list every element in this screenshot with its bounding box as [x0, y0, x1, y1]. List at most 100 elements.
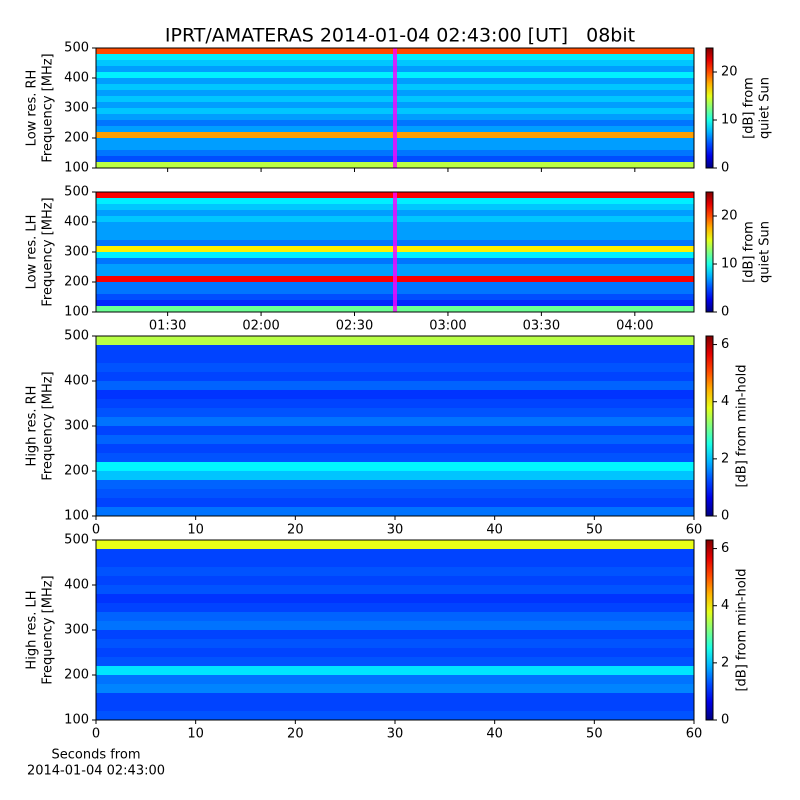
y-tick-label: 400 [64, 578, 89, 593]
y-tick-label: 300 [64, 101, 89, 116]
x-tick-label: 0 [92, 523, 100, 538]
heatmap-cell [96, 567, 694, 576]
heatmap-cell [96, 336, 694, 345]
heatmap-cell [96, 453, 694, 462]
x-tick-label: 01:30 [149, 319, 186, 334]
colorbar-tick-label: 0 [721, 305, 729, 320]
y-tick-label: 500 [64, 329, 89, 344]
x-axis-label: Seconds from [51, 748, 140, 763]
y-tick-label: 500 [64, 185, 89, 200]
heatmap-cell [96, 702, 694, 711]
heatmap-cell [96, 639, 694, 648]
heatmap-cell [96, 489, 694, 498]
heatmap-cell [96, 480, 694, 489]
y-tick-label: 500 [64, 41, 89, 56]
heatmap-cell [96, 435, 694, 444]
x-tick-label: 60 [686, 727, 703, 742]
heatmap-cell [96, 666, 694, 675]
colorbar-tick-label: 10 [721, 257, 738, 272]
y-tick-label: 400 [64, 71, 89, 86]
y-axis-label: Frequency [MHz] [41, 575, 56, 684]
x-tick-label: 03:30 [523, 319, 560, 334]
colorbar-tick-label: 6 [721, 337, 729, 352]
y-tick-label: 300 [64, 245, 89, 260]
y-tick-label: 200 [64, 275, 89, 290]
colorbar-label: [dB] from min-hold [735, 568, 750, 691]
colorbar-tick-label: 4 [721, 598, 729, 613]
heatmap-cell [96, 693, 694, 702]
heatmap-cell [96, 648, 694, 657]
heatmap-cell [96, 549, 694, 558]
x-tick-label: 30 [387, 727, 404, 742]
heatmap-cell [96, 345, 694, 354]
heatmap-cell [96, 621, 694, 630]
colorbar-tick-label: 20 [721, 209, 738, 224]
heatmap-cell [96, 684, 694, 693]
y-tick-label: 100 [64, 713, 89, 728]
y-tick-label: 200 [64, 464, 89, 479]
y-tick-label: 300 [64, 419, 89, 434]
heatmap-cell [96, 426, 694, 435]
x-tick-label: 04:00 [616, 319, 653, 334]
heatmap-cell [96, 594, 694, 603]
colorbar [705, 335, 714, 517]
x-tick-label: 10 [187, 727, 204, 742]
x-tick-label: 40 [486, 523, 503, 538]
y-tick-label: 300 [64, 623, 89, 638]
heatmap-cell [96, 354, 694, 363]
x-tick-label: 60 [686, 523, 703, 538]
x-tick-label: 40 [486, 727, 503, 742]
y-tick-label: 200 [64, 131, 89, 146]
heatmap-cell [96, 585, 694, 594]
heatmap-cell [96, 381, 694, 390]
y-axis-label: High res. LH [25, 590, 40, 669]
heatmap-cell [96, 471, 694, 480]
y-axis-label: High res. RH [25, 386, 40, 467]
x-tick-label: 02:00 [242, 319, 279, 334]
x-axis-label: 2014-01-04 02:43:00 [27, 764, 165, 779]
heatmap-cell [96, 507, 694, 516]
heatmap-cell [96, 372, 694, 381]
colorbar-tick-label: 4 [721, 394, 729, 409]
colorbar-tick-label: 2 [721, 655, 729, 670]
colorbar-tick-label: 6 [721, 541, 729, 556]
heatmap-cell [96, 390, 694, 399]
colorbar-label: quiet Sun [758, 221, 773, 283]
x-tick-label: 0 [92, 727, 100, 742]
y-tick-label: 100 [64, 305, 89, 320]
colorbar [705, 539, 714, 721]
heatmap-cell [96, 540, 694, 549]
x-tick-label: 03:00 [429, 319, 466, 334]
figure-title: IPRT/AMATERAS 2014-01-04 02:43:00 [UT] 0… [165, 25, 635, 47]
colorbar [705, 47, 714, 169]
y-axis-label: Frequency [MHz] [41, 53, 56, 162]
colorbar-label: quiet Sun [758, 77, 773, 139]
x-tick-label: 50 [586, 523, 603, 538]
x-tick-label: 20 [287, 523, 304, 538]
heatmap-cell [96, 417, 694, 426]
colorbar-tick-label: 0 [721, 161, 729, 176]
colorbar-tick-label: 0 [721, 713, 729, 728]
colorbar-label: [dB] from [742, 77, 757, 139]
y-tick-label: 400 [64, 215, 89, 230]
y-axis-label: Low res. LH [25, 215, 40, 290]
x-tick-label: 50 [586, 727, 603, 742]
heatmap-cell [96, 363, 694, 372]
heatmap-cell [96, 675, 694, 684]
heatmap-cell [96, 612, 694, 621]
heatmap-cell [96, 711, 694, 720]
y-axis-label: Frequency [MHz] [41, 197, 56, 306]
y-tick-label: 100 [64, 509, 89, 524]
heatmap-cell [96, 444, 694, 453]
x-tick-label: 20 [287, 727, 304, 742]
colorbar-tick-label: 0 [721, 509, 729, 524]
heatmap-cell [96, 657, 694, 666]
x-tick-label: 02:30 [336, 319, 373, 334]
y-tick-label: 200 [64, 668, 89, 683]
colorbar-tick-label: 2 [721, 451, 729, 466]
y-tick-label: 500 [64, 533, 89, 548]
colorbar-tick-label: 20 [721, 65, 738, 80]
heatmap-cell [96, 576, 694, 585]
y-axis-label: Frequency [MHz] [41, 371, 56, 480]
